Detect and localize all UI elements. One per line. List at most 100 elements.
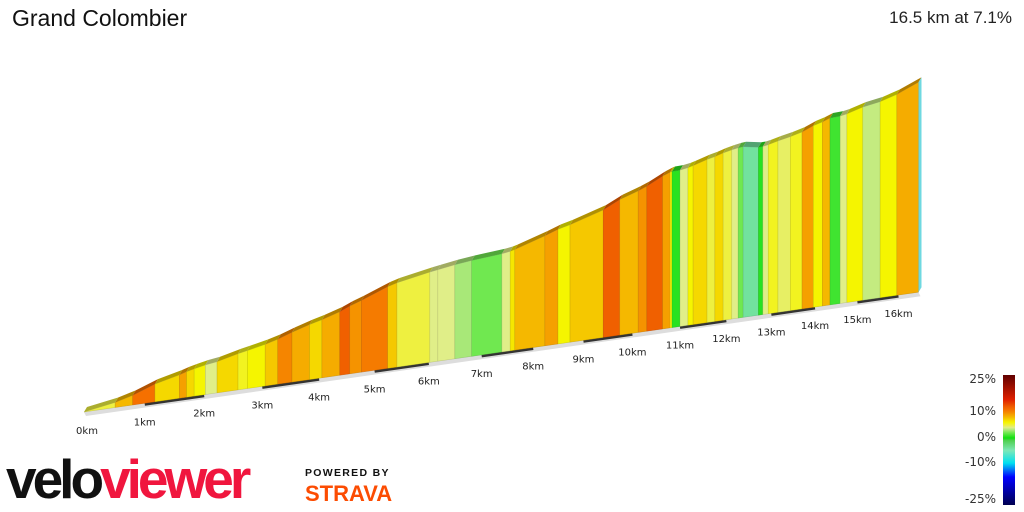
gradient-segment	[186, 368, 195, 398]
segment-top-face	[603, 194, 623, 211]
segment-top-face	[880, 89, 900, 102]
segment-top-face	[217, 348, 242, 362]
gradient-segment	[822, 117, 831, 307]
segment-top-face	[387, 277, 400, 287]
veloviewer-logo[interactable]: veloviewer	[6, 452, 251, 507]
km-tick-label: 4km	[308, 392, 330, 403]
gradient-segment	[714, 152, 724, 322]
gradient-segment	[387, 282, 398, 369]
gradient-segment	[247, 344, 266, 389]
gradient-segment	[669, 171, 673, 329]
strava-logo[interactable]: STRAVA	[305, 481, 393, 506]
segment-top-face	[544, 224, 562, 236]
segment-top-face	[731, 142, 742, 150]
logo-velo: velo	[6, 448, 104, 510]
segment-top-face	[790, 127, 806, 137]
gradient-segment	[194, 364, 206, 397]
gradient-segment	[544, 229, 559, 347]
segment-top-face	[646, 171, 666, 187]
segment-top-face	[132, 379, 158, 396]
gradient-segment	[758, 146, 764, 316]
segment-top-face	[670, 166, 676, 173]
segment-top-face	[693, 154, 711, 166]
km-tick-label: 12km	[712, 334, 740, 345]
gradient-segment	[437, 264, 456, 362]
segment-top-face	[758, 141, 766, 148]
segment-top-face	[813, 117, 826, 126]
km-marker-bar	[679, 319, 727, 329]
segment-top-face	[680, 162, 691, 171]
gradient-segment	[638, 186, 647, 333]
gradient-segment	[557, 224, 571, 345]
gradient-segment	[361, 286, 388, 373]
segment-top-face	[186, 363, 198, 372]
km-tick-label: 7km	[471, 369, 493, 380]
gradient-segment	[646, 175, 663, 332]
km-tick-label: 10km	[618, 347, 646, 358]
segment-top-face	[179, 366, 190, 375]
legend-label: -10%	[964, 455, 996, 469]
km-tick-label: 8km	[522, 362, 544, 373]
gradient-segment	[339, 305, 350, 376]
segment-top-face	[396, 267, 433, 283]
gradient-segment	[471, 253, 503, 357]
segment-top-face	[846, 102, 866, 114]
segment-top-face	[738, 141, 747, 148]
segment-top-face	[339, 301, 353, 312]
gradient-segment	[722, 149, 732, 321]
gradient-segment	[840, 113, 848, 304]
gradient-segment	[671, 170, 681, 328]
legend-label: 0%	[976, 430, 996, 444]
segment-top-face	[349, 295, 365, 307]
segment-top-face	[247, 339, 269, 351]
gradient-segment	[862, 101, 881, 301]
km-marker-bar	[583, 332, 633, 343]
gradient-segment	[738, 146, 744, 319]
gradient-segment	[879, 94, 897, 298]
segment-top-face	[777, 131, 794, 141]
km-tick-label: 0km	[76, 426, 98, 437]
gradient-segment	[205, 361, 218, 395]
profile-end-face	[918, 77, 922, 293]
segment-top-face	[205, 356, 221, 365]
logo-viewer: viewer	[100, 448, 251, 510]
segment-top-face	[154, 369, 183, 385]
segment-top-face	[862, 96, 884, 108]
km-marker-bar	[262, 377, 320, 389]
km-tick-label: 9km	[573, 354, 595, 365]
km-tick-label: 14km	[801, 321, 829, 332]
gradient-segment	[896, 81, 919, 296]
segment-top-face	[687, 160, 697, 168]
segment-top-face	[830, 111, 844, 119]
gradient-segment	[603, 199, 620, 338]
gradient-segment	[687, 165, 694, 326]
segment-top-face	[291, 319, 313, 333]
gradient-segment	[265, 339, 278, 387]
segment-top-face	[454, 255, 475, 265]
gradient-segment	[510, 249, 515, 351]
gradient-segment	[813, 121, 823, 308]
segment-top-face	[510, 244, 518, 252]
gradient-segment	[619, 190, 639, 336]
segment-top-face	[265, 334, 281, 345]
gradient-segment	[731, 147, 739, 320]
km-marker-bar	[771, 306, 816, 316]
segment-top-face	[762, 139, 772, 147]
km-marker-bar	[481, 347, 534, 358]
segment-top-face	[743, 141, 762, 148]
segment-top-face	[429, 264, 441, 273]
segment-top-face	[707, 151, 718, 160]
gradient-segment	[277, 332, 293, 385]
gradient-segment	[321, 311, 340, 379]
segment-top-face	[115, 390, 136, 403]
gradient-segment	[692, 159, 708, 325]
gradient-segment	[762, 144, 769, 315]
legend-label: -25%	[964, 492, 996, 506]
km-tick-label: 1km	[134, 417, 156, 428]
km-tick-label: 13km	[757, 327, 785, 338]
gradient-segment	[790, 131, 803, 311]
km-marker-bar	[144, 394, 205, 406]
gradient-segment	[291, 324, 310, 383]
segment-top-face	[501, 246, 514, 254]
segment-top-face	[361, 281, 391, 301]
